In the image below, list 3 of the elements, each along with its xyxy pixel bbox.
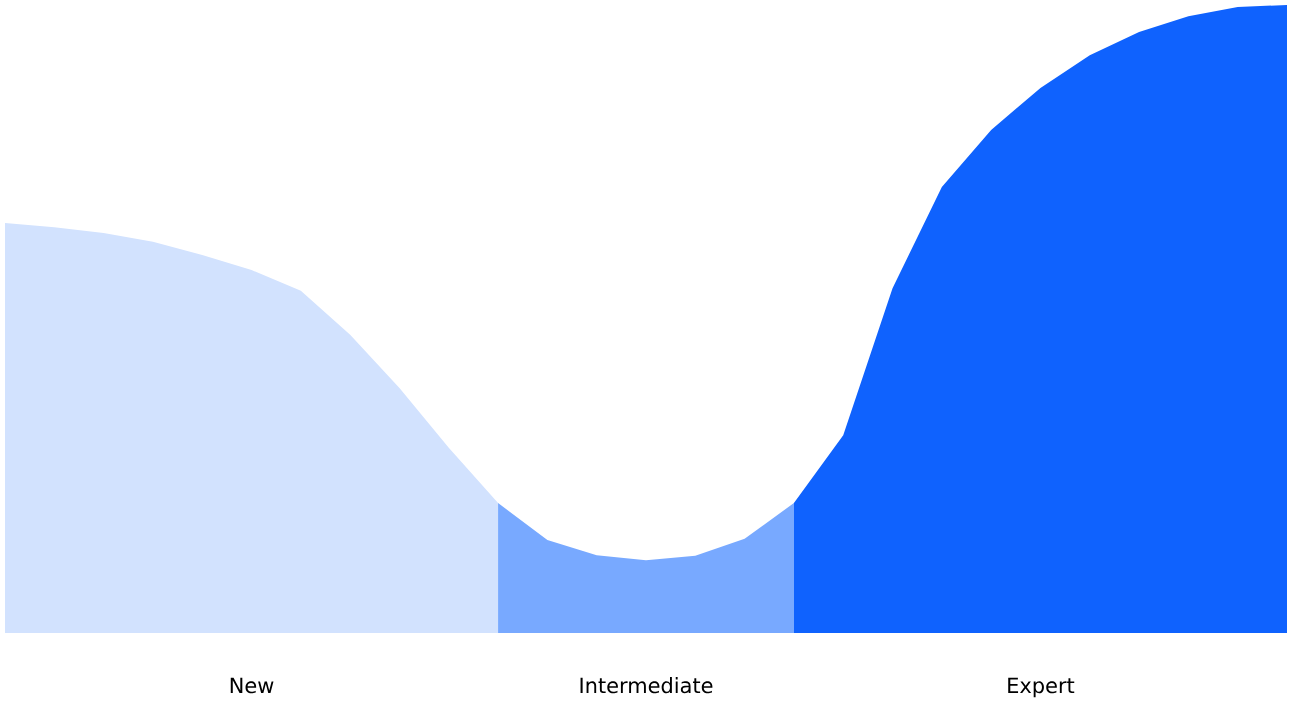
- text: Intermediate: [580, 677, 713, 694]
- text: Expert: [1008, 677, 1075, 698]
- text: New: [230, 677, 274, 694]
